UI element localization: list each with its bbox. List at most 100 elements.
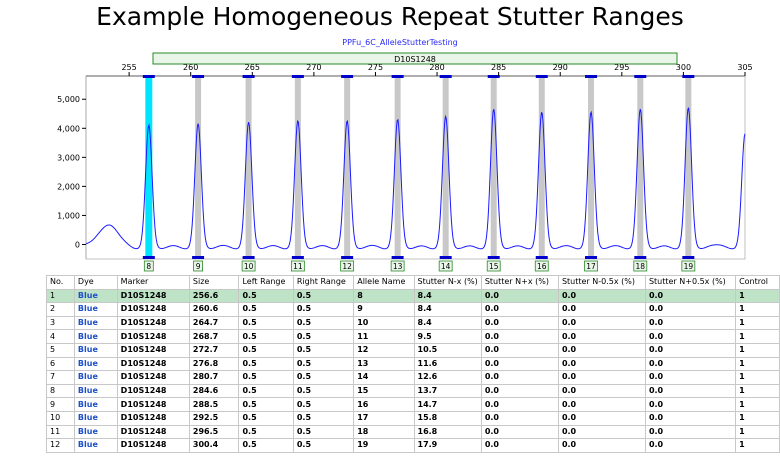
column-header[interactable]: Size bbox=[188, 275, 240, 290]
allele-bin[interactable] bbox=[538, 77, 545, 259]
table-cell: 0.0 bbox=[557, 288, 646, 304]
marker-bar[interactable] bbox=[152, 52, 678, 65]
table-cell: 10 bbox=[353, 315, 415, 331]
column-header[interactable]: Marker bbox=[116, 275, 190, 290]
allele-label-box[interactable] bbox=[584, 260, 598, 272]
allele-bin[interactable] bbox=[685, 77, 692, 259]
bin-top-handle bbox=[682, 75, 695, 78]
allele-label: 14 bbox=[441, 262, 451, 271]
allele-bin[interactable] bbox=[588, 77, 595, 259]
x-tick-label: 275 bbox=[368, 63, 383, 72]
allele-bin[interactable] bbox=[145, 77, 153, 259]
y-tick-label: 0 bbox=[75, 240, 80, 249]
table-row[interactable]: 5 Blue D10S1248 272.7 0.5 0.5 12 10.5 0.0 0.0 0.0 1 bbox=[46, 342, 780, 358]
bin-bottom-handle bbox=[391, 256, 404, 259]
table-cell: Blue bbox=[73, 438, 118, 453]
table-row[interactable]: 8 Blue D10S1248 284.6 0.5 0.5 15 13.7 0.0 0.0 0.0 1 bbox=[46, 383, 780, 399]
bin-bottom-handle bbox=[242, 256, 255, 259]
table-cell: D10S1248 bbox=[116, 302, 190, 317]
electropherogram-panel[interactable]: PPFu_6C_AlleleStutterTesting D10S1248 25… bbox=[0, 34, 780, 272]
table-row[interactable]: 3 Blue D10S1248 264.7 0.5 0.5 10 8.4 0.0 0.0 0.0 1 bbox=[46, 315, 780, 331]
bin-bottom-handle bbox=[439, 256, 452, 259]
bin-bottom-handle bbox=[682, 256, 695, 259]
column-header[interactable]: Right Range bbox=[292, 275, 355, 290]
table-row[interactable]: 9 Blue D10S1248 288.5 0.5 0.5 16 14.7 0.0 0.0 0.0 1 bbox=[46, 397, 780, 412]
table-cell: 0.0 bbox=[644, 424, 737, 440]
table-cell: 0.0 bbox=[644, 342, 737, 358]
table-row[interactable]: 10 Blue D10S1248 292.5 0.5 0.5 17 15.8 0.0 0.0 0.0… bbox=[46, 410, 780, 426]
allele-label-box[interactable] bbox=[241, 260, 256, 272]
table-row[interactable]: 6 Blue D10S1248 276.8 0.5 0.5 13 11.6 0.0 0.0 0.0 1 bbox=[46, 356, 780, 372]
table-cell: 0.0 bbox=[557, 383, 646, 399]
column-header[interactable]: Stutter N-0.5x (%) bbox=[557, 275, 646, 290]
allele-label: 18 bbox=[636, 262, 646, 271]
table-cell: 12.6 bbox=[413, 370, 482, 385]
allele-bin[interactable] bbox=[344, 77, 351, 259]
bin-bottom-handle bbox=[142, 256, 155, 259]
column-header[interactable]: Stutter N+0.5x (%) bbox=[644, 275, 737, 290]
table-cell: 0.0 bbox=[644, 329, 737, 344]
table-cell: D10S1248 bbox=[116, 370, 190, 385]
table-cell: 256.6 bbox=[188, 288, 240, 304]
table-cell: 0.5 bbox=[238, 438, 294, 453]
table-row[interactable]: 1 Blue D10S1248 256.6 0.5 0.5 8 8.4 0.0 0.0 0.0 1 bbox=[46, 288, 780, 304]
allele-bin[interactable] bbox=[637, 77, 644, 259]
allele-label: 8 bbox=[146, 262, 151, 271]
table-cell: 13 bbox=[353, 356, 415, 372]
allele-bin[interactable] bbox=[442, 77, 449, 259]
allele-label-box[interactable] bbox=[340, 260, 355, 272]
table-cell: 8 bbox=[353, 288, 415, 304]
bin-top-handle bbox=[142, 75, 155, 78]
bin-bottom-handle bbox=[487, 256, 500, 259]
sample-name-label: PPFu_6C_AlleleStutterTesting bbox=[342, 38, 457, 47]
table-cell: 1 bbox=[735, 438, 780, 453]
table-row[interactable]: 11 Blue D10S1248 296.5 0.5 0.5 18 16.8 0.0 0.0 0.0… bbox=[46, 424, 780, 440]
allele-bin[interactable] bbox=[195, 77, 202, 259]
allele-bin[interactable] bbox=[294, 77, 301, 259]
allele-label-box[interactable] bbox=[390, 260, 405, 272]
table-cell: 1 bbox=[735, 302, 780, 317]
table-cell: D10S1248 bbox=[116, 288, 190, 304]
column-header[interactable]: Left Range bbox=[238, 275, 294, 290]
table-row[interactable]: 4 Blue D10S1248 268.7 0.5 0.5 11 9.5 0.0 0.0 0.0 1 bbox=[46, 329, 780, 344]
bin-top-handle bbox=[634, 75, 647, 78]
bin-top-handle bbox=[487, 75, 500, 78]
allele-label: 11 bbox=[293, 262, 303, 271]
column-header[interactable]: Allele Name bbox=[353, 275, 415, 290]
column-header[interactable]: Stutter N-x (%) bbox=[413, 275, 482, 290]
column-header[interactable]: Dye bbox=[73, 275, 118, 290]
allele-bin[interactable] bbox=[490, 77, 497, 259]
allele-label-box[interactable] bbox=[290, 260, 305, 272]
table-cell: 0.0 bbox=[557, 397, 646, 412]
table-cell: 16.8 bbox=[413, 424, 482, 440]
allele-label-box[interactable] bbox=[486, 260, 501, 272]
table-body: 1 Blue D10S1248 256.6 0.5 0.5 8 8.4 0.0 0.0 0.0 1 2 B… bbox=[46, 288, 780, 453]
allele-bin[interactable] bbox=[394, 77, 401, 259]
table-cell: 1 bbox=[735, 288, 780, 304]
allele-label: 19 bbox=[684, 262, 694, 271]
allele-label-box[interactable] bbox=[633, 260, 648, 272]
table-cell: 0.0 bbox=[644, 438, 737, 453]
table-cell: 1 bbox=[735, 342, 780, 358]
bin-bottom-handle bbox=[192, 256, 205, 259]
allele-label-box[interactable] bbox=[193, 260, 203, 272]
table-row[interactable]: 12 Blue D10S1248 300.4 0.5 0.5 19 17.9 0.0 0.0 0.0… bbox=[46, 438, 780, 453]
table-cell: 0.5 bbox=[292, 424, 355, 440]
allele-label-box[interactable] bbox=[438, 260, 453, 272]
column-header[interactable]: Stutter N+x (%) bbox=[480, 275, 559, 290]
table-cell: 0.5 bbox=[238, 302, 294, 317]
column-header[interactable]: No. bbox=[46, 275, 75, 290]
table-row[interactable]: 2 Blue D10S1248 260.6 0.5 0.5 9 8.4 0.0 0.0 0.0 1 bbox=[46, 302, 780, 317]
table-cell: 284.6 bbox=[188, 383, 240, 399]
allele-bin[interactable] bbox=[245, 77, 252, 259]
allele-label-box[interactable] bbox=[681, 260, 696, 272]
table-cell: 0.5 bbox=[238, 342, 294, 358]
table-cell: 0.0 bbox=[557, 356, 646, 372]
table-row[interactable]: 7 Blue D10S1248 280.7 0.5 0.5 14 12.6 0.0 0.0 0.0 1 bbox=[46, 370, 780, 385]
column-header[interactable]: Control bbox=[735, 275, 780, 290]
allele-bins bbox=[142, 75, 695, 259]
bin-top-handle bbox=[585, 75, 598, 78]
table-cell: 0.0 bbox=[644, 315, 737, 331]
allele-label-box[interactable] bbox=[143, 260, 154, 272]
allele-label-box[interactable] bbox=[534, 260, 549, 272]
